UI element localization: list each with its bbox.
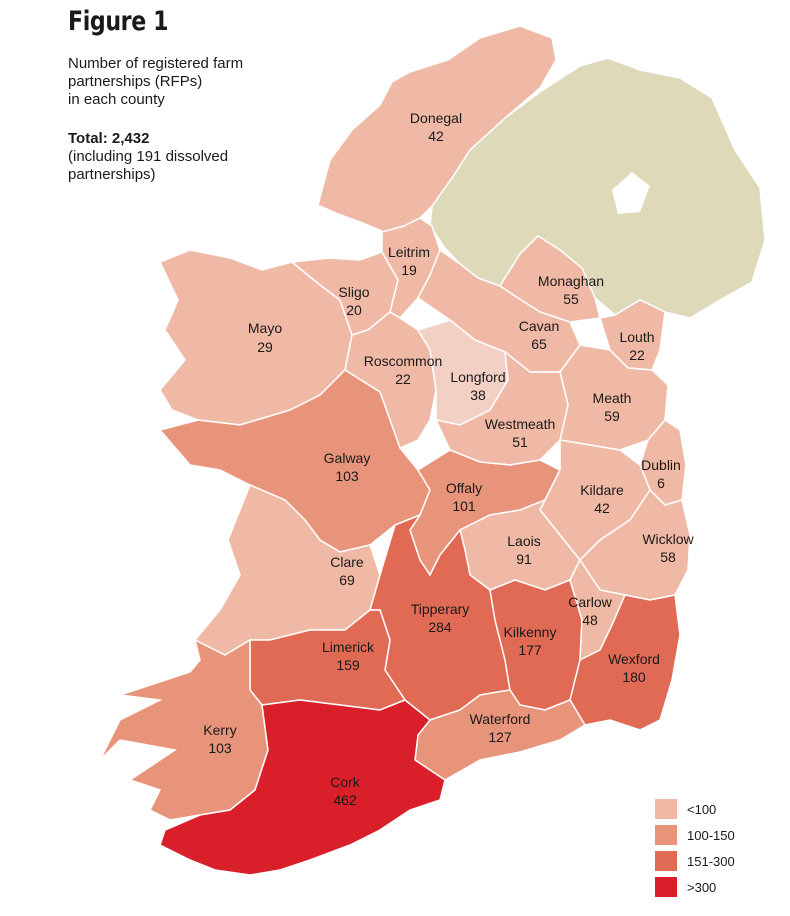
county-value-label: 65 [531, 336, 547, 352]
county-name-label: Louth [619, 329, 654, 345]
legend-label: 151-300 [687, 853, 735, 869]
county-name-label: Tipperary [411, 601, 470, 617]
description-line: in each county [68, 91, 165, 108]
county-name-label: Longford [450, 369, 505, 385]
legend-item: >300 [655, 874, 735, 900]
county-value-label: 103 [208, 740, 232, 756]
description-line: partnerships (RFPs) [68, 73, 203, 90]
county-value-label: 48 [582, 612, 598, 628]
legend-label: <100 [687, 801, 717, 817]
county-value-label: 19 [401, 262, 417, 278]
county-name-label: Mayo [248, 320, 282, 336]
county-name-label: Dublin [641, 457, 681, 473]
county-name-label: Donegal [410, 110, 462, 126]
county-name-label: Waterford [470, 711, 531, 727]
county-value-label: 20 [346, 302, 362, 318]
county-value-label: 177 [518, 642, 542, 658]
county-labels: Donegal 42 Leitrim 19 Sligo 20 Mayo 29 M… [203, 110, 694, 808]
county-kerry [99, 638, 269, 821]
legend-swatch [655, 851, 677, 871]
map-legend: <100 100-150 151-300 >300 [655, 796, 735, 900]
county-wexford [569, 594, 681, 731]
legend-label: >300 [687, 879, 717, 895]
legend-item: 151-300 [655, 848, 735, 874]
county-value-label: 91 [516, 551, 532, 567]
county-value-label: 51 [512, 434, 528, 450]
description-line: Number of registered farm [68, 55, 244, 72]
county-name-label: Carlow [568, 594, 612, 610]
county-name-label: Meath [593, 390, 632, 406]
total-summary: Total: 2,432 (including 191 dissolved pa… [68, 130, 328, 184]
county-value-label: 159 [336, 657, 360, 673]
legend-item: <100 [655, 796, 735, 822]
county-value-label: 6 [657, 475, 665, 491]
county-value-label: 22 [629, 347, 645, 363]
county-name-label: Wicklow [642, 531, 694, 547]
county-name-label: Sligo [338, 284, 369, 300]
county-value-label: 101 [452, 498, 476, 514]
county-name-label: Monaghan [538, 273, 604, 289]
county-value-label: 22 [395, 371, 411, 387]
county-name-label: Galway [324, 450, 371, 466]
county-value-label: 69 [339, 572, 355, 588]
county-value-label: 42 [594, 500, 610, 516]
total-note-line: (including 191 dissolved [68, 148, 229, 165]
map-description: Number of registered farm partnerships (… [68, 55, 328, 109]
total-label: Total: 2,432 [68, 130, 150, 147]
county-name-label: Clare [330, 554, 364, 570]
county-value-label: 59 [604, 408, 620, 424]
county-value-label: 29 [257, 339, 273, 355]
county-value-label: 127 [488, 729, 512, 745]
county-name-label: Offaly [446, 480, 482, 496]
legend-swatch [655, 825, 677, 845]
county-name-label: Kildare [580, 482, 624, 498]
county-name-label: Kilkenny [504, 624, 557, 640]
county-name-label: Westmeath [485, 416, 556, 432]
county-value-label: 42 [428, 128, 444, 144]
county-value-label: 38 [470, 387, 486, 403]
county-name-label: Limerick [322, 639, 375, 655]
figure-title: Figure 1 [68, 6, 169, 37]
legend-swatch [655, 877, 677, 897]
county-cork [159, 699, 446, 876]
county-value-label: 180 [622, 669, 646, 685]
county-value-label: 58 [660, 549, 676, 565]
county-name-label: Cavan [519, 318, 559, 334]
county-value-label: 55 [563, 291, 579, 307]
legend-swatch [655, 799, 677, 819]
county-name-label: Leitrim [388, 244, 430, 260]
county-name-label: Wexford [608, 651, 660, 667]
county-name-label: Laois [507, 533, 540, 549]
county-value-label: 284 [428, 619, 452, 635]
total-note-line: partnerships) [68, 166, 156, 183]
county-name-label: Kerry [203, 722, 236, 738]
county-value-label: 462 [333, 792, 357, 808]
legend-item: 100-150 [655, 822, 735, 848]
county-value-label: 103 [335, 468, 359, 484]
county-name-label: Roscommon [364, 353, 443, 369]
county-name-label: Cork [330, 774, 361, 790]
legend-label: 100-150 [687, 827, 735, 843]
